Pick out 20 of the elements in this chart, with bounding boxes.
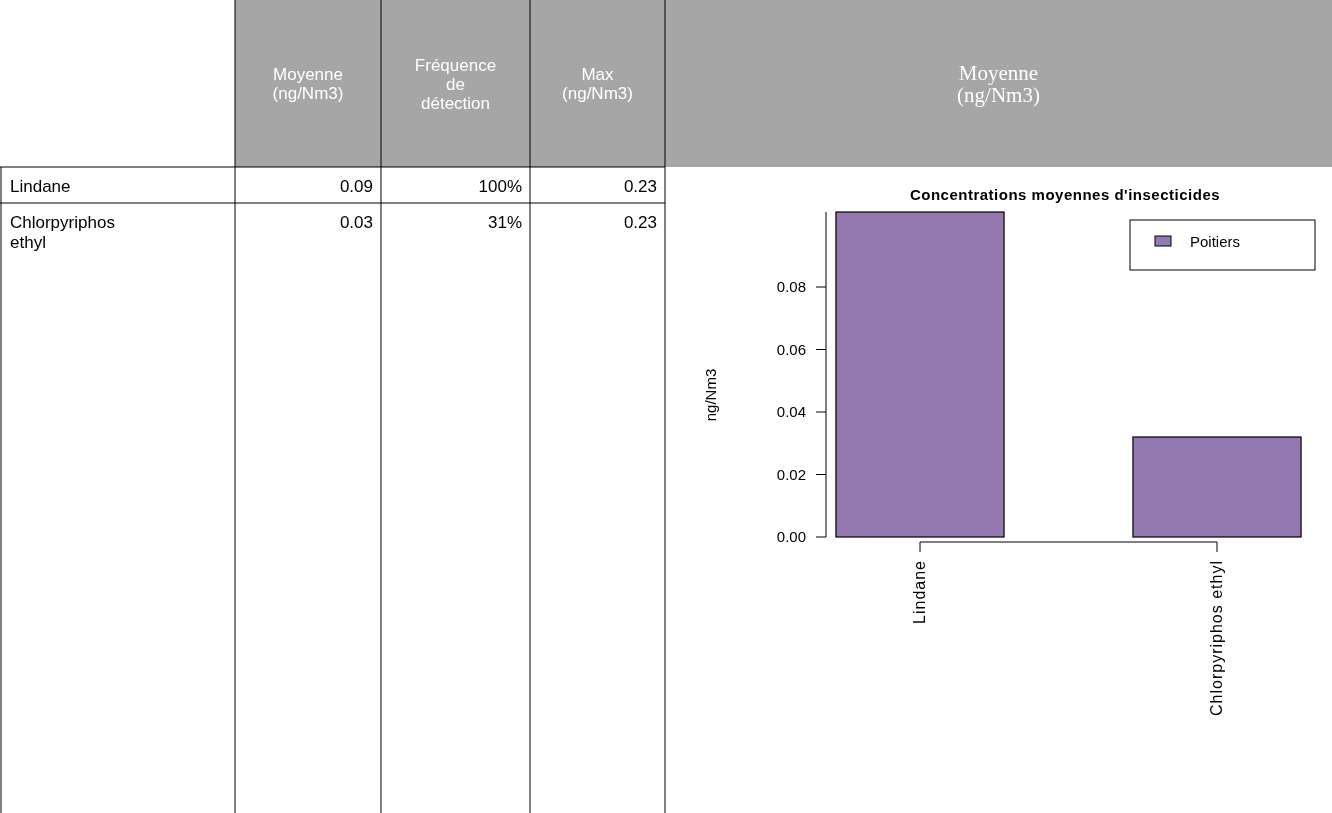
data-label: 0.03 xyxy=(339,213,373,232)
text: Moyenne (ng/Nm3) xyxy=(272,65,344,103)
y-tick-label: 0.00 xyxy=(776,528,806,545)
data-label: 0.23 xyxy=(623,177,657,196)
y-tick-label: 0.02 xyxy=(776,465,806,483)
text: Fréquence de détection xyxy=(414,55,497,113)
chart-title: Concentrations moyennes d'insecticides xyxy=(909,186,1221,203)
category-label: Chlorpyriphos ethyl xyxy=(10,213,115,252)
category-label: Lindane xyxy=(10,177,71,196)
data-label: 0.23 xyxy=(623,213,657,232)
data-label: 31% xyxy=(487,213,522,232)
text: Moyenne (ng/Nm3) xyxy=(957,60,1040,107)
y-tick-label: 0.08 xyxy=(776,278,806,295)
y-tick-label: 0.04 xyxy=(776,403,806,420)
y-tick-label: 0.06 xyxy=(776,340,806,358)
y-axis-title: ng/Nm3 xyxy=(702,368,719,422)
text: Max (ng/Nm3) xyxy=(562,65,633,103)
data-label: 100% xyxy=(478,177,522,196)
data-label: 0.09 xyxy=(339,177,373,196)
legend-label: Poitiers xyxy=(1190,233,1241,250)
